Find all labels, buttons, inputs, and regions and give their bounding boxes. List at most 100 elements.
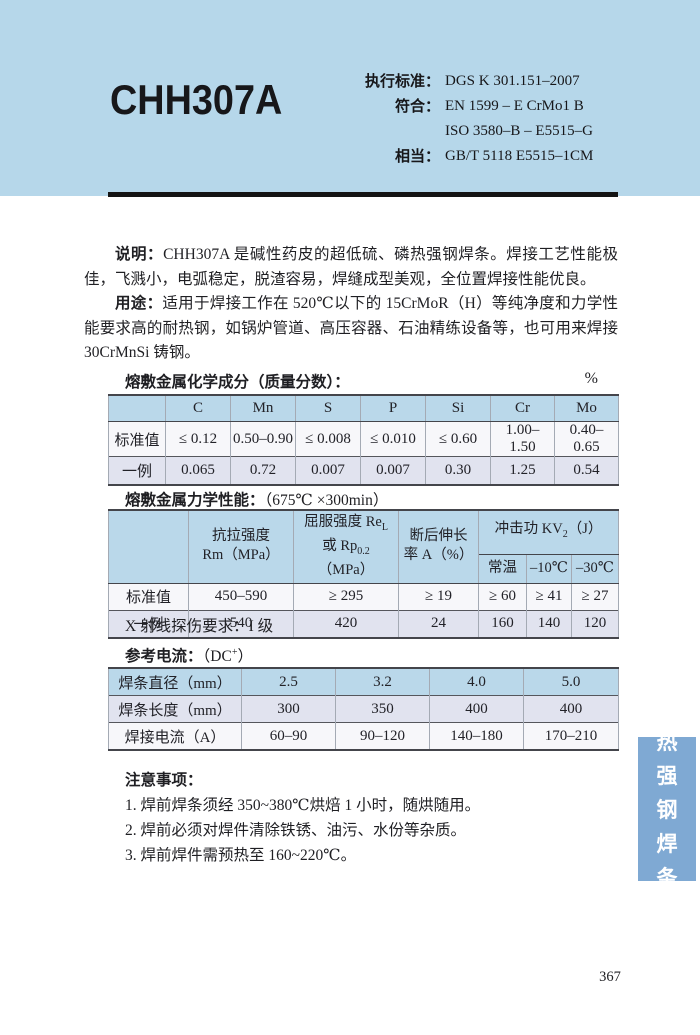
note-item: 2. 焊前必须对焊件清除铁锈、油污、水份等杂质。	[125, 822, 467, 839]
col-header-temp: 常温	[478, 554, 527, 584]
table-row: 一例 0.065 0.72 0.007 0.007 0.30 1.25 0.54	[108, 456, 619, 485]
standard-label: 符合：	[394, 98, 440, 115]
usage-paragraph: 用途：适用于焊接工作在 520℃以下的 15CrMoR（H）等纯净度和力学性能要…	[84, 292, 618, 366]
standard-label	[352, 119, 440, 144]
table-cell: 1.25	[490, 456, 555, 485]
standard-label: 执行标准：	[364, 73, 440, 90]
row-label: 焊条长度（mm）	[108, 695, 242, 723]
table-row: 标准值 450–590 ≥ 295 ≥ 19 ≥ 60 ≥ 41 ≥ 27	[108, 582, 619, 611]
paragraph-label: 用途：	[115, 295, 163, 313]
table-cell: ≥ 19	[398, 582, 479, 611]
mechanical-properties-table: 抗拉强度 Rm（MPa） 屈服强度 ReL 或 Rp0.2（MPa） 断后伸长率 A…	[108, 509, 619, 639]
table-cell: ≥ 295	[293, 582, 399, 611]
reference-current-table: 焊条直径（mm） 2.5 3.2 4.0 5.0 焊条长度（mm） 300 35…	[108, 667, 619, 751]
table-cell: ≤ 0.008	[295, 421, 361, 457]
table-cell: 0.72	[230, 456, 296, 485]
chemical-table-title: % 熔敷金属化学成分（质量分数）：	[125, 370, 618, 392]
table-cell: 0.007	[360, 456, 426, 485]
row-label: 焊条直径（mm）	[108, 667, 242, 696]
table-cell: 0.065	[165, 456, 231, 485]
table-cell: 0.40–0.65	[554, 421, 619, 457]
table-cell: 0.50–0.90	[230, 421, 296, 457]
row-label: 焊接电流（A）	[108, 722, 242, 750]
table-cell: 1.00–1.50	[490, 421, 555, 457]
row-label: 标准值	[108, 582, 189, 611]
col-header-impact: 冲击功 KV2（J）	[478, 510, 619, 555]
table-cell: 400	[523, 695, 619, 723]
table-cell: 2.5	[241, 667, 336, 696]
table-cell: 5.0	[523, 667, 619, 696]
unit-percent: %	[584, 370, 598, 387]
standard-value: DGS K 301.151–2007	[445, 73, 580, 89]
table-cell: 300	[241, 695, 336, 723]
standard-value: GB/T 5118 E5515–1CM	[445, 148, 594, 164]
col-header: Si	[425, 395, 491, 422]
table-cell: ≥ 60	[478, 582, 527, 611]
table-cell: 0.30	[425, 456, 491, 485]
col-header: S	[295, 395, 361, 422]
table-cell: 120	[571, 609, 619, 638]
table-cell: 540	[188, 609, 294, 638]
col-header	[108, 510, 189, 584]
row-label: 一例	[108, 456, 166, 485]
col-header: P	[360, 395, 426, 422]
header-divider-bar	[108, 192, 618, 197]
table-cell: ≥ 41	[526, 582, 572, 611]
table-cell: 350	[335, 695, 430, 723]
table-cell: 90–120	[335, 722, 430, 750]
table-cell: ≤ 0.12	[165, 421, 231, 457]
standard-value: ISO 3580–B – E5515–G	[445, 123, 593, 139]
note-item: 3. 焊前焊件需预热至 160~220℃。	[125, 847, 357, 864]
table-cell: 24	[398, 609, 479, 638]
table-cell: 60–90	[241, 722, 336, 750]
table-cell: 4.0	[429, 667, 524, 696]
col-header: C	[165, 395, 231, 422]
side-tab-char: 强	[656, 765, 678, 788]
side-tab-char: 热	[656, 731, 678, 754]
table-cell: ≥ 27	[571, 582, 619, 611]
header-band: CHH307A 执行标准： DGS K 301.151–2007 符合： EN …	[0, 0, 700, 196]
table-cell: 140–180	[429, 722, 524, 750]
table-row: 标准值 ≤ 0.12 0.50–0.90 ≤ 0.008 ≤ 0.010 ≤ 0…	[108, 421, 619, 457]
table-cell: 450–590	[188, 582, 294, 611]
table-cell: 140	[526, 609, 572, 638]
notes-title: 注意事项：	[125, 772, 203, 789]
table-cell: ≤ 0.010	[360, 421, 426, 457]
description-block: 说明：CHH307A 是碱性药皮的超低硫、磷热强钢焊条。焊接工艺性能极佳，飞溅小…	[84, 243, 618, 366]
table-cell: ≤ 0.60	[425, 421, 491, 457]
mechanical-table-title: 熔敷金属力学性能：（675℃ ×300min）	[125, 492, 389, 509]
row-label: 一例	[108, 609, 189, 638]
side-tab-char: 钢	[656, 799, 678, 822]
current-table-title: 参考电流：（DC+）	[125, 646, 253, 665]
side-tab-char: 条	[656, 867, 678, 890]
standard-value: EN 1599 – E CrMo1 B	[445, 98, 584, 114]
table-cell: 0.007	[295, 456, 361, 485]
description-paragraph: 说明：CHH307A 是碱性药皮的超低硫、磷热强钢焊条。焊接工艺性能极佳，飞溅小…	[84, 243, 618, 292]
table-row: 常温 –10℃ –30℃	[109, 554, 619, 584]
paragraph-label: 说明：	[115, 246, 164, 263]
table-row: 抗拉强度 Rm（MPa） 屈服强度 ReL 或 Rp0.2（MPa） 断后伸长率 A…	[108, 510, 619, 584]
paragraph-text: CHH307A 是碱性药皮的超低硫、磷热强钢焊条。焊接工艺性能极佳，飞溅小，电弧…	[84, 246, 618, 288]
table-cell: 160	[478, 609, 527, 638]
table-cell: 400	[429, 695, 524, 723]
product-code-title: CHH307A	[110, 76, 283, 123]
paragraph-text: 适用于焊接工作在 520℃以下的 15CrMoR（H）等纯净度和力学性能要求高的…	[84, 295, 618, 362]
chemical-composition-table: C Mn S P Si Cr Mo 标准值 ≤ 0.12 0.50–0.90 ≤…	[108, 394, 619, 486]
table-cell: 0.54	[554, 456, 619, 485]
table-row: 焊条直径（mm） 2.5 3.2 4.0 5.0	[108, 667, 619, 696]
category-side-tab: 热 强 钢 焊 条	[638, 731, 696, 890]
table-row: C Mn S P Si Cr Mo	[108, 395, 619, 422]
table-cell: 420	[293, 609, 399, 638]
page-number: 367	[599, 969, 621, 985]
col-header: Mn	[230, 395, 296, 422]
col-header-temp: –10℃	[526, 554, 572, 584]
col-header: Cr	[490, 395, 555, 422]
side-tab-char: 焊	[656, 833, 678, 856]
col-header: Mo	[554, 395, 619, 422]
table-cell: 170–210	[523, 722, 619, 750]
note-item: 1. 焊前焊条须经 350~380℃烘焙 1 小时，随烘随用。	[125, 797, 481, 814]
col-header-yield: 屈服强度 ReL 或 Rp0.2（MPa）	[293, 510, 399, 584]
standards-block: 执行标准： DGS K 301.151–2007 符合： EN 1599 – E…	[352, 69, 620, 169]
row-label: 标准值	[108, 421, 166, 457]
col-header	[108, 395, 166, 422]
